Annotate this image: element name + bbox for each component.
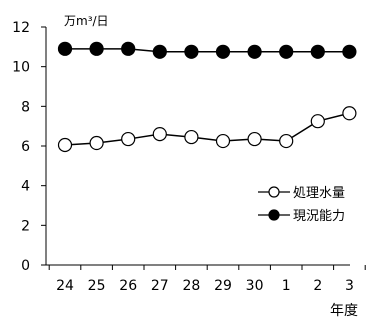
y-tick-label: 10: [12, 60, 30, 76]
legend-label: 現況能力: [293, 209, 345, 224]
data-point: [57, 41, 73, 56]
x-axis-label: 年度: [330, 303, 358, 319]
y-tick-label: 8: [21, 99, 30, 115]
legend-marker: [268, 209, 280, 221]
x-tick-label: 27: [151, 278, 169, 294]
data-point: [121, 41, 136, 56]
y-tick-label: 0: [21, 258, 30, 274]
y-tick-label: 12: [12, 20, 30, 36]
x-tick-label: 1: [282, 278, 291, 294]
data-point: [184, 44, 199, 59]
series-layer: [57, 41, 357, 153]
y-tick-label: 6: [21, 139, 30, 155]
x-ticks: 24 25 26 27 28 29 30 1 2 3: [48, 265, 366, 294]
data-point: [279, 133, 294, 149]
data-point: [342, 44, 357, 59]
unit-label: 万m³/日: [64, 14, 109, 28]
y-ticks: 0 2 4 6 8 10 12: [12, 20, 46, 274]
y-tick-label: 2: [21, 218, 30, 234]
data-point: [89, 41, 104, 56]
data-point: [152, 127, 167, 142]
x-tick-label: 30: [246, 278, 264, 294]
data-point: [152, 44, 167, 59]
x-tick-label: 28: [182, 278, 200, 294]
data-point: [57, 137, 73, 153]
x-tick-label: 25: [88, 278, 106, 294]
legend-label: 処理水量: [293, 186, 345, 201]
legend-marker: [268, 186, 280, 198]
data-point: [215, 133, 231, 149]
x-tick-label: 2: [313, 278, 322, 294]
data-point: [121, 131, 136, 147]
data-point: [310, 114, 325, 129]
x-tick-label: 3: [345, 278, 354, 294]
data-point: [89, 135, 104, 151]
data-point: [184, 129, 199, 145]
x-tick-label: 29: [214, 278, 232, 294]
x-tick-label: 26: [119, 278, 137, 294]
x-tick-label: 24: [56, 278, 74, 294]
data-point: [279, 44, 294, 59]
data-point: [342, 106, 357, 121]
series-line-0: [64, 112, 350, 146]
data-point: [247, 44, 262, 59]
data-point: [310, 44, 325, 59]
data-point: [247, 131, 262, 147]
series-line-1: [65, 48, 350, 53]
data-point: [215, 44, 231, 59]
y-tick-label: 4: [21, 179, 30, 195]
